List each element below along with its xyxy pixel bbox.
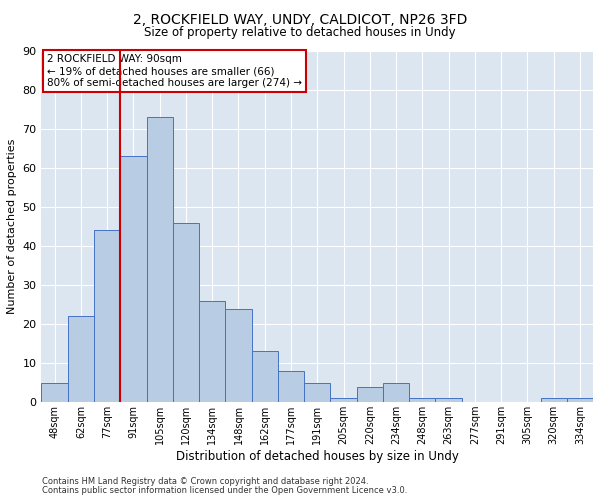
Bar	[251, 352, 278, 402]
Bar	[68, 316, 94, 402]
Bar	[383, 382, 409, 402]
Bar	[567, 398, 593, 402]
Bar	[199, 300, 226, 402]
Text: 2 ROCKFIELD WAY: 90sqm
← 19% of detached houses are smaller (66)
80% of semi-det: 2 ROCKFIELD WAY: 90sqm ← 19% of detached…	[47, 54, 302, 88]
Bar	[331, 398, 356, 402]
Bar	[94, 230, 120, 402]
Bar	[146, 118, 173, 402]
Bar	[409, 398, 436, 402]
Bar	[173, 222, 199, 402]
Bar	[541, 398, 567, 402]
Y-axis label: Number of detached properties: Number of detached properties	[7, 139, 17, 314]
Bar	[304, 382, 331, 402]
Text: Size of property relative to detached houses in Undy: Size of property relative to detached ho…	[144, 26, 456, 39]
Bar	[226, 308, 251, 402]
Bar	[356, 386, 383, 402]
Bar	[120, 156, 146, 402]
X-axis label: Distribution of detached houses by size in Undy: Distribution of detached houses by size …	[176, 450, 459, 463]
Text: Contains HM Land Registry data © Crown copyright and database right 2024.: Contains HM Land Registry data © Crown c…	[42, 477, 368, 486]
Text: 2, ROCKFIELD WAY, UNDY, CALDICOT, NP26 3FD: 2, ROCKFIELD WAY, UNDY, CALDICOT, NP26 3…	[133, 12, 467, 26]
Bar	[436, 398, 462, 402]
Bar	[278, 371, 304, 402]
Text: Contains public sector information licensed under the Open Government Licence v3: Contains public sector information licen…	[42, 486, 407, 495]
Bar	[41, 382, 68, 402]
